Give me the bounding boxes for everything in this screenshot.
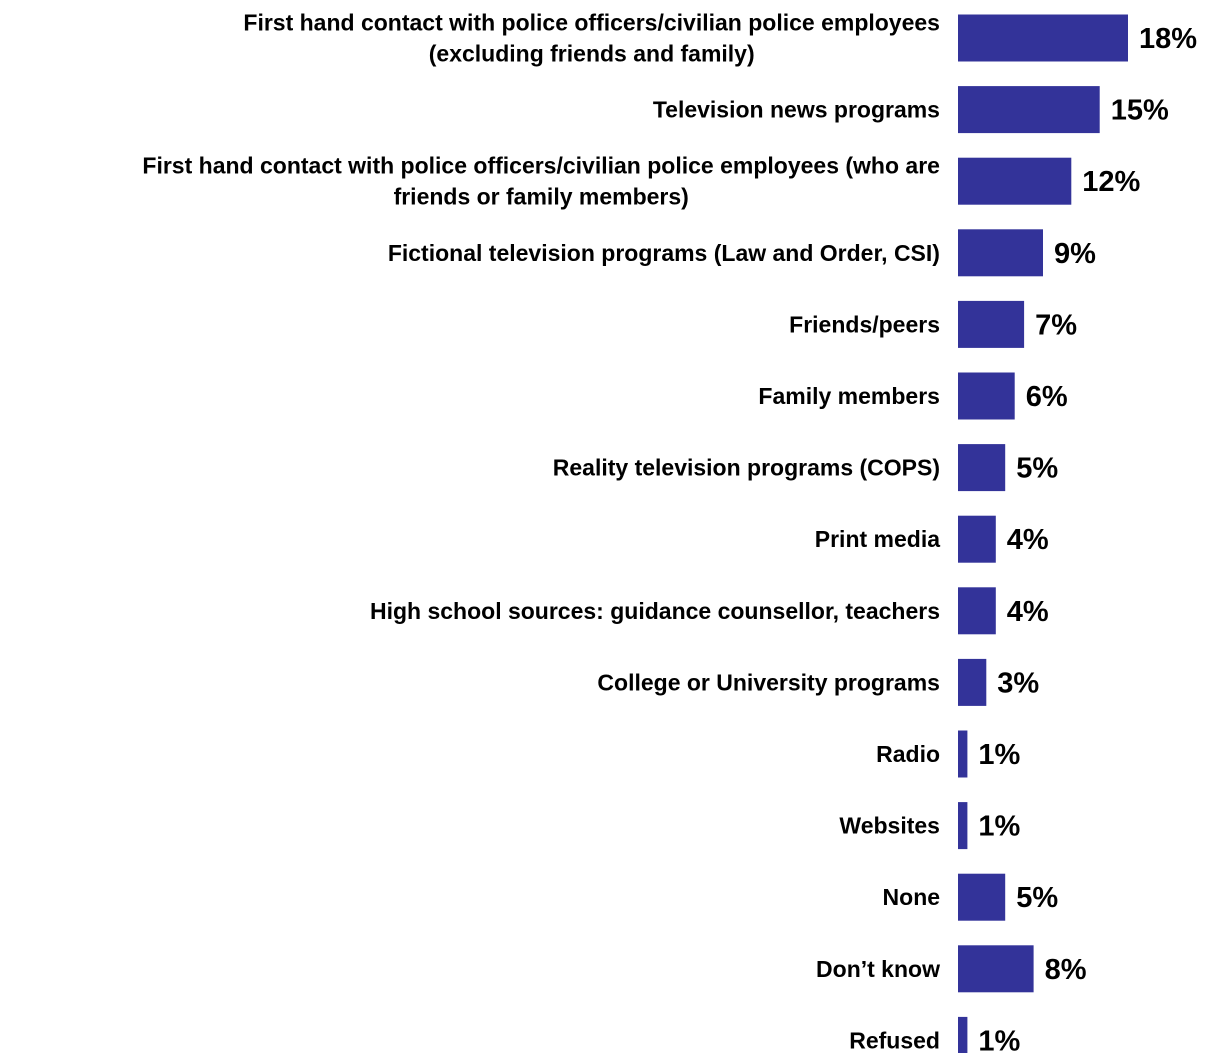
category-label-line: Reality television programs (COPS) bbox=[553, 455, 940, 481]
category-label-5: Friends/peers bbox=[789, 311, 940, 337]
category-label-line: Websites bbox=[839, 813, 940, 839]
category-label-8: Print media bbox=[815, 526, 940, 552]
value-label-14: 8% bbox=[1045, 954, 1087, 986]
category-labels: First hand contact with police officers/… bbox=[142, 10, 940, 1053]
category-label-line: College or University programs bbox=[597, 669, 940, 695]
category-label-line: None bbox=[883, 884, 941, 910]
value-label-8: 4% bbox=[1007, 524, 1049, 556]
category-label-line: Family members bbox=[758, 383, 940, 409]
category-label-line: (excluding friends and family) bbox=[429, 41, 755, 67]
value-label-6: 6% bbox=[1026, 381, 1068, 413]
bars bbox=[958, 14, 1128, 1053]
bar-4 bbox=[958, 229, 1043, 277]
bar-14 bbox=[958, 945, 1034, 993]
category-label-14: Don’t know bbox=[816, 956, 940, 982]
category-label-10: College or University programs bbox=[597, 669, 940, 695]
bar-13 bbox=[958, 873, 1006, 921]
bar-11 bbox=[958, 730, 968, 778]
bar-8 bbox=[958, 515, 996, 563]
value-label-12: 1% bbox=[978, 811, 1020, 843]
category-label-9: High school sources: guidance counsellor… bbox=[370, 598, 940, 624]
category-label-12: Websites bbox=[839, 813, 940, 839]
category-label-2: Television news programs bbox=[653, 97, 940, 123]
value-label-10: 3% bbox=[997, 667, 1039, 699]
category-label-7: Reality television programs (COPS) bbox=[553, 455, 940, 481]
value-label-7: 5% bbox=[1016, 453, 1058, 485]
bar-7 bbox=[958, 444, 1006, 492]
category-label-11: Radio bbox=[876, 741, 940, 767]
bar-6 bbox=[958, 372, 1015, 420]
category-label-1: First hand contact with police officers/… bbox=[243, 10, 940, 67]
value-label-5: 7% bbox=[1035, 309, 1077, 341]
value-label-2: 15% bbox=[1111, 95, 1169, 127]
bar-2 bbox=[958, 86, 1100, 134]
category-label-line: High school sources: guidance counsellor… bbox=[370, 598, 940, 624]
bar-1 bbox=[958, 14, 1128, 62]
category-label-line: Television news programs bbox=[653, 97, 940, 123]
category-label-line: Friends/peers bbox=[789, 311, 940, 337]
category-label-line: First hand contact with police officers/… bbox=[142, 153, 940, 179]
category-label-line: Fictional television programs (Law and O… bbox=[388, 240, 940, 266]
value-label-15: 1% bbox=[978, 1025, 1020, 1053]
value-label-1: 18% bbox=[1139, 23, 1197, 55]
bar-9 bbox=[958, 587, 996, 635]
value-label-9: 4% bbox=[1007, 596, 1049, 628]
value-label-11: 1% bbox=[978, 739, 1020, 771]
value-label-3: 12% bbox=[1082, 166, 1140, 198]
category-label-line: friends or family members) bbox=[394, 184, 689, 210]
bar-5 bbox=[958, 300, 1025, 348]
category-label-6: Family members bbox=[758, 383, 940, 409]
bar-12 bbox=[958, 802, 968, 850]
category-label-line: Don’t know bbox=[816, 956, 940, 982]
value-labels: 18% 15% 12% 9% 7% 6% 5% 4% 4% 3% 1% 1% 5% 8% 1% bbox=[978, 23, 1197, 1053]
bar-10 bbox=[958, 658, 987, 706]
bar-3 bbox=[958, 157, 1072, 205]
category-label-line: Print media bbox=[815, 526, 940, 552]
category-label-line: Refused bbox=[849, 1027, 940, 1053]
category-label-15: Refused bbox=[849, 1027, 940, 1053]
category-label-4: Fictional television programs (Law and O… bbox=[388, 240, 940, 266]
category-label-3: First hand contact with police officers/… bbox=[142, 153, 940, 210]
category-label-13: None bbox=[883, 884, 941, 910]
value-label-4: 9% bbox=[1054, 238, 1096, 270]
bar-15 bbox=[958, 1016, 968, 1053]
value-label-13: 5% bbox=[1016, 882, 1058, 914]
category-label-line: First hand contact with police officers/… bbox=[243, 10, 940, 36]
category-label-line: Radio bbox=[876, 741, 940, 767]
